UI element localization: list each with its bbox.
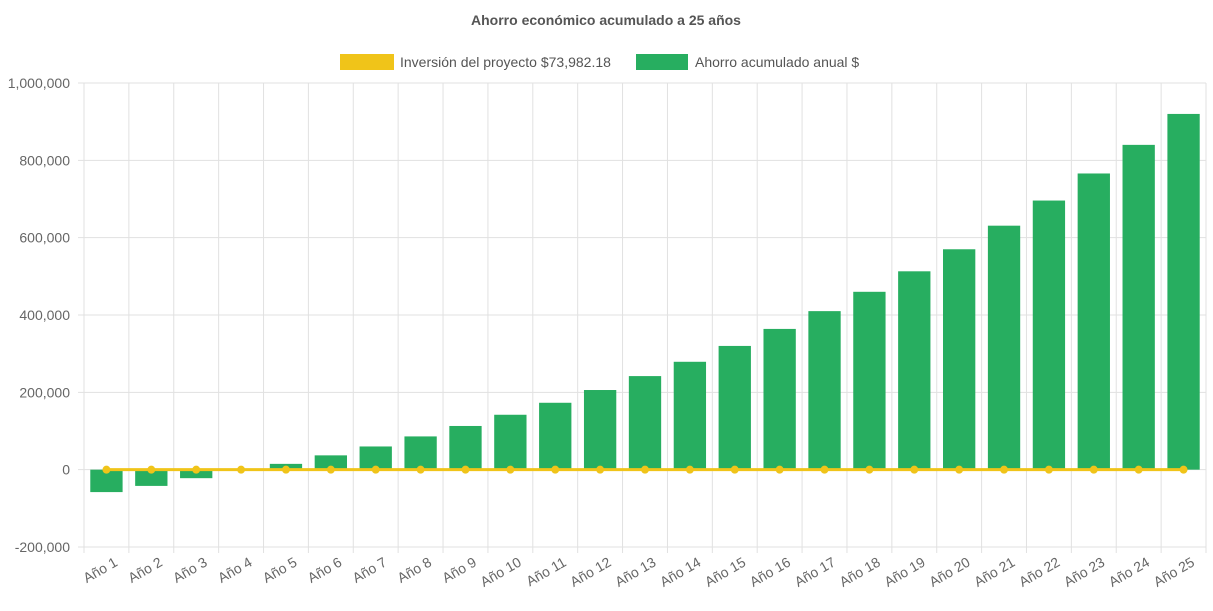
y-tick-label: 800,000 [19,152,70,168]
bar-savings[interactable] [1122,144,1155,470]
bar-savings[interactable] [90,469,123,493]
x-tick-label: Año 17 [792,554,839,590]
bar-savings[interactable] [808,311,841,470]
y-tick-label: -200,000 [15,539,70,555]
x-tick-label: Año 18 [836,554,883,590]
x-tick-label: Año 20 [926,554,973,590]
x-tick-label: Año 19 [881,554,928,590]
investment-point[interactable] [1000,465,1009,474]
x-tick-label: Año 8 [394,554,434,586]
investment-point[interactable] [1044,465,1053,474]
investment-point[interactable] [102,465,111,474]
bar-savings[interactable] [763,328,796,470]
investment-point[interactable] [326,465,335,474]
investment-point[interactable] [461,465,470,474]
x-axis: Año 1 Año 2 Año 3 Año 4 Año 5 Año 6 Año 7 Año 8… [80,554,1197,590]
legend-label-investment: Inversión del proyecto $73,982.18 [400,54,611,70]
bar-savings[interactable] [987,225,1021,470]
bar-savings[interactable] [628,376,662,470]
investment-point[interactable] [775,465,784,474]
bar-savings[interactable] [449,425,482,470]
bar-savings[interactable] [1032,200,1066,470]
x-tick-label: Año 5 [260,554,300,586]
bar-savings[interactable] [359,446,392,470]
investment-point[interactable] [596,465,605,474]
investment-point[interactable] [1134,465,1143,474]
investment-point[interactable] [910,465,919,474]
legend-swatch-investment [340,54,394,70]
investment-point[interactable] [1089,465,1098,474]
bar-savings[interactable] [583,390,617,470]
investment-point[interactable] [281,465,290,474]
bar-savings[interactable] [898,271,931,470]
x-tick-label: Año 21 [971,554,1018,590]
investment-point[interactable] [865,465,874,474]
x-tick-label: Año 16 [747,554,794,590]
bar-savings[interactable] [494,414,527,470]
bar-savings[interactable] [539,402,572,470]
investment-point[interactable] [237,465,246,474]
x-tick-label: Año 7 [350,554,390,586]
y-tick-label: 600,000 [19,230,70,246]
x-tick-label: Año 14 [657,554,704,590]
x-tick-label: Año 3 [170,554,210,586]
investment-point[interactable] [1179,465,1188,474]
bar-savings[interactable] [718,345,751,470]
investment-point[interactable] [641,465,649,474]
bar-savings[interactable] [180,469,213,479]
chart-title: Ahorro económico acumulado a 25 años [471,12,741,28]
x-tick-label: Año 12 [567,554,614,590]
bar-savings[interactable] [943,249,976,470]
y-tick-label: 0 [62,462,70,478]
x-tick-label: Año 25 [1151,554,1198,590]
bar-savings[interactable] [314,455,347,470]
bar-savings[interactable] [853,291,886,470]
y-tick-label: 200,000 [19,384,70,400]
bar-savings[interactable] [1077,173,1110,470]
y-axis: 1,000,000 800,000 600,000 400,000 200,000 0 -2… [8,75,71,555]
investment-point[interactable] [551,465,560,474]
x-tick-label: Año 13 [612,554,659,590]
y-tick-label: 400,000 [19,307,70,323]
investment-line [102,465,1188,474]
x-tick-label: Año 2 [125,554,165,586]
legend[interactable]: Inversión del proyecto $73,982.18 Ahorro… [340,54,859,70]
investment-point[interactable] [506,465,515,474]
x-tick-label: Año 15 [702,554,749,590]
investment-point[interactable] [955,465,964,474]
legend-label-savings: Ahorro acumulado anual $ [695,54,859,70]
x-tick-label: Año 10 [477,554,524,590]
x-tick-label: Año 22 [1016,554,1063,590]
investment-point[interactable] [730,465,739,474]
bar-savings[interactable] [135,469,168,486]
legend-item-investment[interactable]: Inversión del proyecto $73,982.18 [340,54,611,70]
bar-savings[interactable] [673,361,707,470]
bar-savings[interactable] [404,436,437,470]
bars [90,113,1200,493]
investment-point[interactable] [371,465,380,474]
x-tick-label: Año 4 [215,554,255,586]
x-tick-label: Año 24 [1106,554,1153,590]
x-tick-label: Año 6 [305,554,345,586]
investment-point[interactable] [820,465,829,474]
x-tick-label: Año 9 [439,554,479,586]
x-tick-label: Año 23 [1061,554,1108,590]
x-tick-label: Año 1 [80,554,120,586]
x-tick-label: Año 11 [523,554,569,590]
y-tick-label: 1,000,000 [8,75,70,91]
bar-savings[interactable] [1167,113,1200,470]
legend-swatch-savings [636,54,688,70]
investment-point[interactable] [147,465,156,474]
investment-point[interactable] [192,465,201,474]
investment-point[interactable] [685,465,694,474]
legend-item-savings[interactable]: Ahorro acumulado anual $ [636,54,859,70]
investment-point[interactable] [416,465,425,474]
